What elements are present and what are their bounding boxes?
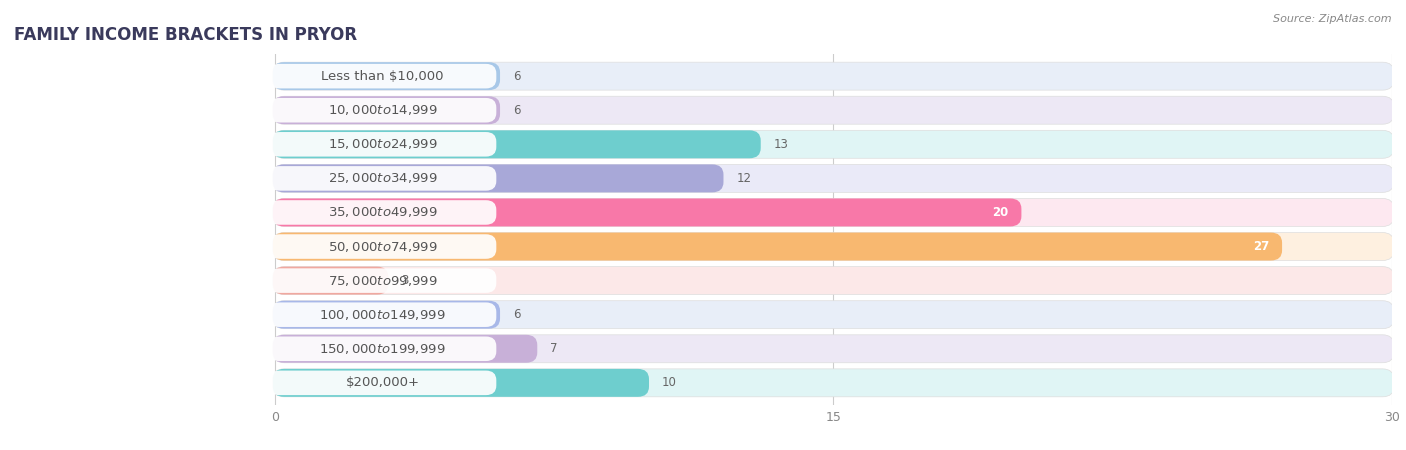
FancyBboxPatch shape — [273, 96, 501, 124]
Text: 10: 10 — [662, 376, 676, 389]
FancyBboxPatch shape — [269, 337, 496, 361]
FancyBboxPatch shape — [273, 198, 1393, 226]
Text: $15,000 to $24,999: $15,000 to $24,999 — [328, 137, 437, 151]
Text: $50,000 to $74,999: $50,000 to $74,999 — [328, 239, 437, 253]
Text: 13: 13 — [773, 138, 789, 151]
FancyBboxPatch shape — [273, 96, 1393, 124]
FancyBboxPatch shape — [273, 198, 1021, 226]
Text: $35,000 to $49,999: $35,000 to $49,999 — [328, 206, 437, 220]
Text: 6: 6 — [513, 70, 520, 83]
Text: 12: 12 — [737, 172, 752, 185]
Text: Source: ZipAtlas.com: Source: ZipAtlas.com — [1274, 14, 1392, 23]
FancyBboxPatch shape — [269, 234, 496, 259]
FancyBboxPatch shape — [269, 166, 496, 191]
FancyBboxPatch shape — [273, 130, 1393, 158]
Text: Less than $10,000: Less than $10,000 — [322, 70, 444, 83]
Text: 7: 7 — [550, 342, 558, 355]
Text: FAMILY INCOME BRACKETS IN PRYOR: FAMILY INCOME BRACKETS IN PRYOR — [14, 26, 357, 44]
FancyBboxPatch shape — [269, 268, 496, 293]
FancyBboxPatch shape — [273, 267, 388, 295]
FancyBboxPatch shape — [273, 130, 761, 158]
FancyBboxPatch shape — [269, 200, 496, 225]
Text: $75,000 to $99,999: $75,000 to $99,999 — [328, 274, 437, 288]
Text: $25,000 to $34,999: $25,000 to $34,999 — [328, 171, 437, 185]
FancyBboxPatch shape — [273, 335, 1393, 363]
FancyBboxPatch shape — [273, 335, 537, 363]
Text: 3: 3 — [401, 274, 409, 287]
FancyBboxPatch shape — [273, 267, 1393, 295]
FancyBboxPatch shape — [273, 301, 1393, 328]
FancyBboxPatch shape — [269, 302, 496, 327]
Text: 6: 6 — [513, 104, 520, 117]
Text: 6: 6 — [513, 308, 520, 321]
Text: $150,000 to $199,999: $150,000 to $199,999 — [319, 342, 446, 356]
Text: $200,000+: $200,000+ — [346, 376, 420, 389]
Text: 27: 27 — [1253, 240, 1270, 253]
FancyBboxPatch shape — [273, 233, 1282, 261]
FancyBboxPatch shape — [273, 164, 1393, 192]
Text: $100,000 to $149,999: $100,000 to $149,999 — [319, 308, 446, 322]
FancyBboxPatch shape — [273, 233, 1393, 261]
FancyBboxPatch shape — [269, 64, 496, 88]
FancyBboxPatch shape — [269, 371, 496, 395]
FancyBboxPatch shape — [273, 62, 1393, 90]
FancyBboxPatch shape — [273, 62, 501, 90]
FancyBboxPatch shape — [269, 98, 496, 122]
FancyBboxPatch shape — [273, 369, 650, 397]
FancyBboxPatch shape — [273, 164, 724, 192]
FancyBboxPatch shape — [273, 301, 501, 328]
Text: $10,000 to $14,999: $10,000 to $14,999 — [328, 103, 437, 117]
FancyBboxPatch shape — [269, 132, 496, 157]
Text: 20: 20 — [993, 206, 1008, 219]
FancyBboxPatch shape — [273, 369, 1393, 397]
